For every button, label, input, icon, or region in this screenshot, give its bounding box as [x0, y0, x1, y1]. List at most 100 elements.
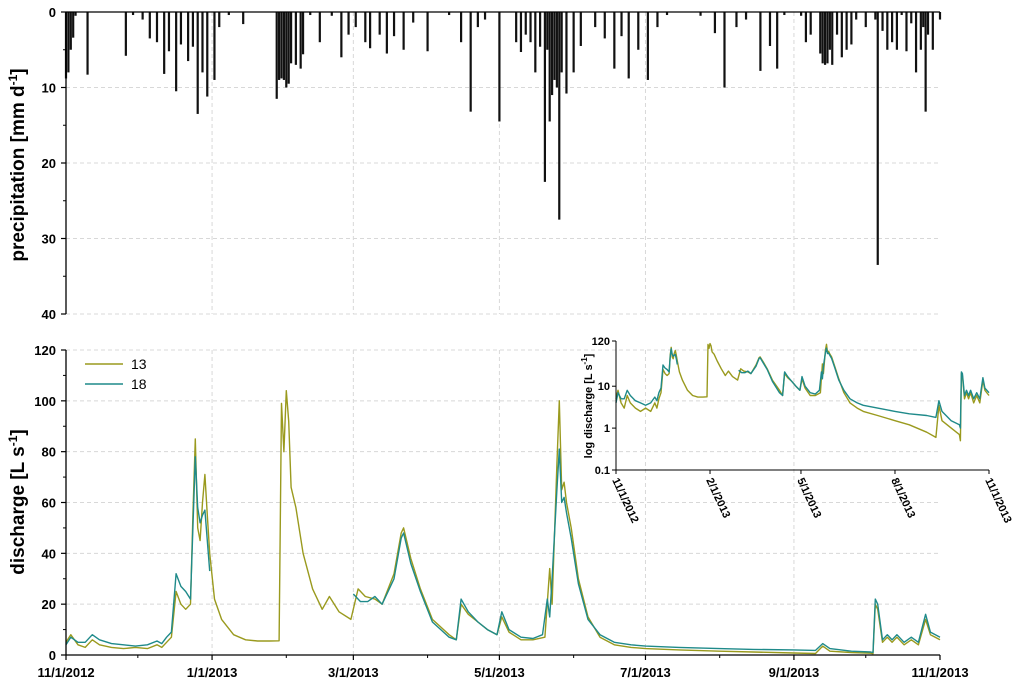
- precip-bar: [855, 12, 858, 20]
- precip-bar: [278, 12, 281, 80]
- precip-bar: [515, 12, 518, 43]
- precip-bar: [804, 12, 808, 43]
- precip-bar: [613, 12, 616, 69]
- precip-bar: [620, 12, 623, 37]
- precip-bar: [826, 12, 829, 64]
- precip-bar: [579, 12, 582, 46]
- precip-bar: [723, 12, 726, 88]
- precip-bar: [498, 12, 501, 122]
- precip-bar: [483, 12, 487, 20]
- precip-bar: [539, 12, 542, 47]
- precip-bar: [175, 12, 178, 92]
- precip-bar: [459, 12, 463, 43]
- precip-bar: [924, 12, 927, 112]
- precip-bar: [665, 12, 669, 16]
- precip-bar: [242, 12, 245, 25]
- precip-bar: [191, 12, 195, 47]
- precip-bar: [72, 12, 75, 38]
- discharge-x-tick-label: 11/1/2013: [911, 665, 968, 680]
- precip-bar: [369, 12, 372, 49]
- discharge-series: [65, 390, 941, 655]
- inset-line-series-18: [615, 348, 678, 406]
- precip-bar: [548, 12, 551, 122]
- discharge-line-series-18: [352, 448, 941, 654]
- inset-y-axis-title: log discharge [L s-1]: [580, 353, 595, 458]
- precip-bar: [282, 12, 286, 80]
- precip-bar: [776, 12, 779, 69]
- precip-bar: [141, 12, 144, 20]
- precip-bar: [86, 12, 89, 75]
- precip-bar: [831, 12, 834, 65]
- precip-bar: [905, 12, 908, 52]
- precip-bar: [287, 12, 290, 84]
- precip-bar: [227, 12, 230, 16]
- discharge-x-tick-label: 9/1/2013: [769, 665, 820, 680]
- inset-y-tick-label: 120: [592, 336, 610, 348]
- precip-bar: [656, 12, 659, 28]
- precip-bar: [783, 12, 786, 16]
- precip-bar: [167, 12, 171, 52]
- precip-bar: [864, 12, 867, 28]
- precip-bar: [759, 12, 762, 71]
- precip-bar: [713, 12, 717, 34]
- discharge-y-tick-label: 20: [42, 597, 56, 612]
- discharge-line-series-13: [65, 390, 941, 655]
- precip-y-tick-label: 30: [42, 232, 56, 247]
- precip-bar: [412, 12, 415, 23]
- precipitation-grid: [66, 12, 940, 315]
- inset-x-tick-label: 11/1/2012: [609, 476, 640, 525]
- inset-x-tick-label: 11/1/2013: [982, 476, 1013, 525]
- discharge-y-ticks: 0 20 40 60 80 100 120: [34, 343, 66, 663]
- precip-bar: [926, 12, 930, 35]
- precip-y-tick-label: 20: [42, 156, 56, 171]
- precip-bar: [558, 12, 561, 220]
- precip-bar: [285, 12, 288, 88]
- inset-x-ticks: 11/1/2012 2/1/2013 5/1/2013 8/1/2013 11/1/20…: [609, 470, 1014, 525]
- inset-y-ticks: 0.1 1 10 120: [592, 336, 616, 477]
- precipitation-bars: [64, 12, 942, 265]
- precip-bar: [560, 12, 563, 73]
- precip-bar: [914, 12, 918, 73]
- inset-y-tick-label: 0.1: [595, 465, 610, 477]
- discharge-panel: 0 20 40 60 80 100 120 11/1/2012 1/1/2013 3/1/201…: [6, 336, 1014, 680]
- precip-bar: [835, 12, 839, 35]
- precip-bar: [627, 12, 630, 79]
- precip-bar: [840, 12, 843, 58]
- discharge-x-ticks: 11/1/2012 1/1/2013 3/1/2013 5/1/2013 7/1/201…: [37, 655, 969, 680]
- precip-bar: [529, 12, 532, 43]
- precip-bar: [550, 12, 554, 96]
- precip-bar: [275, 12, 278, 99]
- precip-bar: [378, 12, 381, 35]
- discharge-y-tick-label: 40: [42, 546, 56, 561]
- discharge-x-tick-label: 7/1/2013: [620, 665, 671, 680]
- precip-bar: [201, 12, 204, 73]
- precip-bar: [402, 12, 405, 50]
- precip-bar: [469, 12, 472, 112]
- precip-bar: [318, 12, 321, 43]
- legend: 13 18: [85, 356, 147, 392]
- precip-bar: [553, 12, 556, 80]
- precip-bar: [922, 12, 925, 28]
- precipitation-y-axis-title: precipitation [mm d-1]: [6, 68, 29, 261]
- inset-x-tick-label: 8/1/2013: [888, 476, 917, 520]
- precip-y-tick-label: 10: [42, 81, 56, 96]
- legend-label-18: 18: [131, 376, 147, 392]
- precip-bar: [340, 12, 343, 58]
- precip-bar: [891, 12, 894, 43]
- inset-x-tick-label: 5/1/2013: [794, 476, 823, 520]
- precip-bar: [900, 12, 903, 16]
- precip-bar: [845, 12, 848, 50]
- precip-bar: [476, 12, 479, 28]
- precip-bar: [546, 12, 549, 50]
- precip-y-tick-label: 40: [42, 307, 56, 322]
- precip-bar: [309, 12, 312, 16]
- precip-bar: [301, 12, 305, 55]
- precip-bar: [603, 12, 606, 39]
- precip-bar: [426, 12, 429, 52]
- precip-bar: [289, 12, 293, 64]
- discharge-y-tick-label: 100: [34, 394, 56, 409]
- precip-bar: [594, 12, 597, 28]
- precip-bar: [919, 12, 922, 50]
- precip-bar: [646, 12, 649, 80]
